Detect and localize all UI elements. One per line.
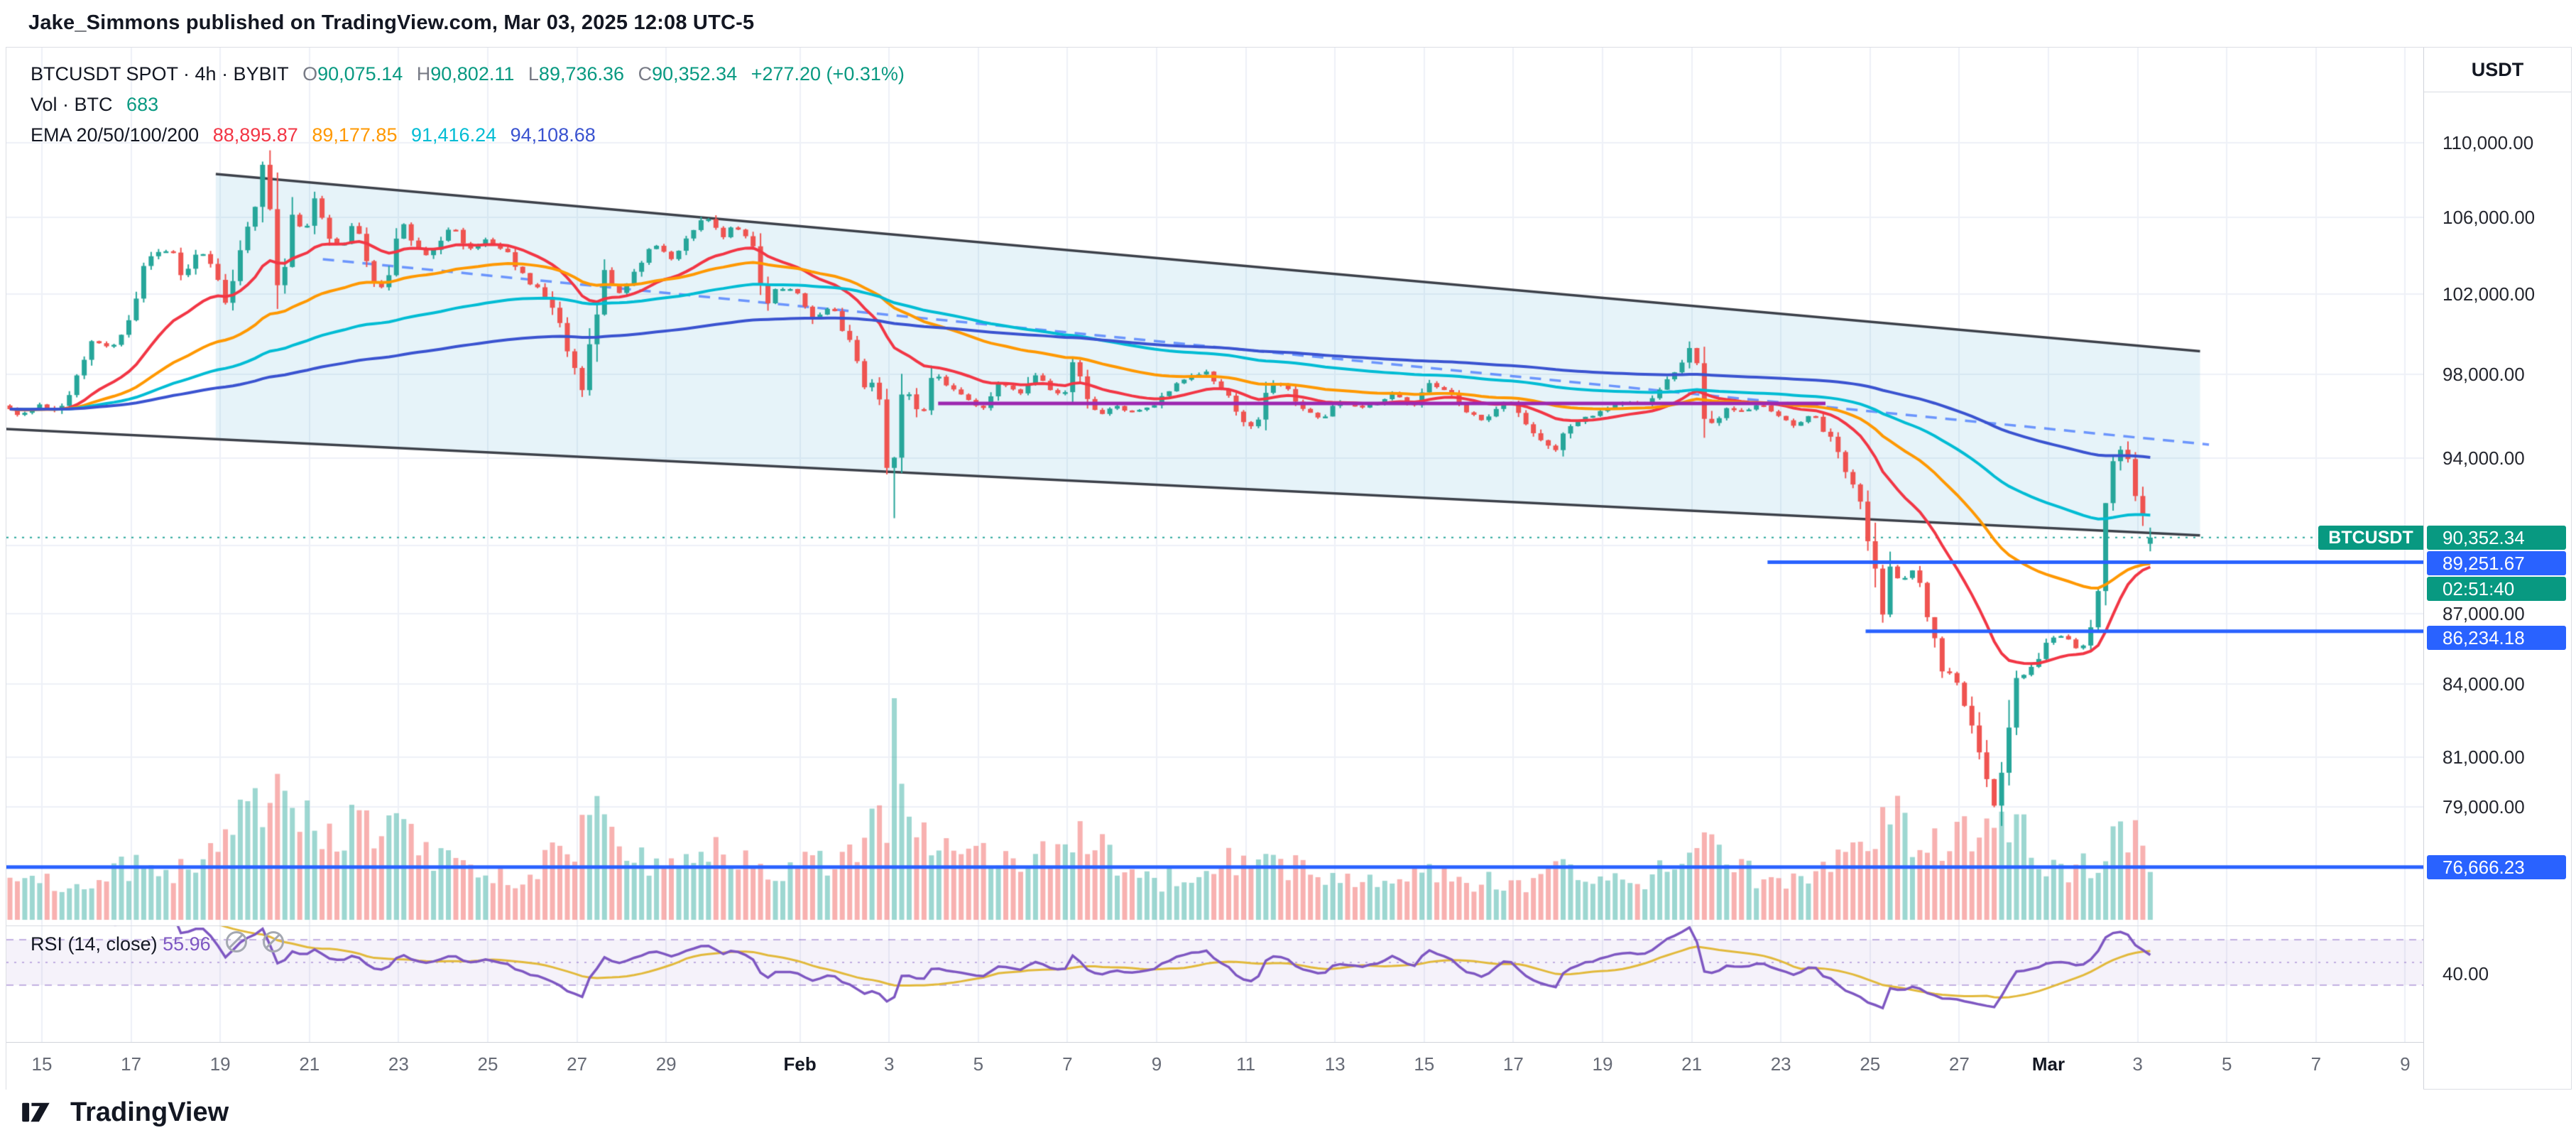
time-axis-label: 5 <box>973 1053 984 1075</box>
bar-countdown-badge[interactable]: 02:51:40 <box>2427 576 2566 601</box>
time-axis-label: 23 <box>1770 1053 1791 1075</box>
time-axis-label: Feb <box>783 1053 817 1075</box>
time-axis-label: 7 <box>1062 1053 1073 1075</box>
footer-attribution: TradingView <box>21 1097 229 1128</box>
price-axis-label: 79,000.00 <box>2443 796 2525 818</box>
price-axis-label: 87,000.00 <box>2443 602 2525 624</box>
price-axis-label: 98,000.00 <box>2443 364 2525 386</box>
price-scale[interactable]: USDT 110,000.00 106,000.00 102,000.00 98,00… <box>2423 48 2571 1089</box>
ema100-value: 91,416.24 <box>410 124 497 146</box>
time-axis-label: 9 <box>1151 1053 1162 1075</box>
high-value: 90,802.11 <box>430 63 515 85</box>
ema-title: EMA 20/50/100/200 <box>31 124 200 146</box>
level-price-badge[interactable]: 76,666.23 <box>2427 854 2566 879</box>
open-value: 90,075.14 <box>317 63 403 85</box>
time-axis-label: 21 <box>299 1053 320 1075</box>
time-axis-label: 27 <box>567 1053 588 1075</box>
time-axis-label: Mar <box>2031 1053 2065 1075</box>
ema50-value: 89,177.85 <box>312 124 398 146</box>
price-axis-label: 94,000.00 <box>2443 447 2525 469</box>
high-label: H <box>416 63 431 85</box>
time-axis-label: 17 <box>121 1053 142 1075</box>
rsi-value: 55.96 <box>163 933 211 955</box>
time-axis-label: 11 <box>1236 1053 1256 1075</box>
volume-value: 683 <box>126 94 159 115</box>
time-axis-label: 13 <box>1324 1053 1346 1075</box>
time-axis-label: 5 <box>2221 1053 2232 1075</box>
time-axis-label: 3 <box>2132 1053 2143 1075</box>
rsi-params: (14, close) <box>67 933 158 955</box>
time-axis-label: 19 <box>1592 1053 1613 1075</box>
time-axis-label: 27 <box>1948 1053 1970 1075</box>
time-axis-label: 17 <box>1502 1053 1524 1075</box>
close-value: 90,352.34 <box>652 63 738 85</box>
last-price-badge[interactable]: 90,352.34 <box>2427 525 2566 550</box>
low-value: 89,736.36 <box>538 63 625 85</box>
publish-attribution: Jake_Simmons published on TradingView.co… <box>28 11 754 35</box>
time-axis-label: 9 <box>2400 1053 2411 1075</box>
time-axis-label: 29 <box>655 1053 677 1075</box>
tradingview-wordmark[interactable]: TradingView <box>70 1097 229 1127</box>
last-price-symbol-tag: BTCUSDT <box>2318 525 2423 550</box>
time-axis-label: 23 <box>388 1053 409 1075</box>
time-axis-label: 25 <box>477 1053 498 1075</box>
price-axis-label: 81,000.00 <box>2443 746 2525 768</box>
ema20-value: 88,895.87 <box>212 124 298 146</box>
time-axis-label: 25 <box>1860 1053 1881 1075</box>
time-axis-label: 15 <box>31 1053 53 1075</box>
change-value: +277.20 (+0.31%) <box>751 63 905 85</box>
price-axis-label: 106,000.00 <box>2443 206 2536 228</box>
open-label: O <box>302 63 318 85</box>
price-chart-canvas[interactable] <box>6 48 2423 1042</box>
time-axis-label: 7 <box>2310 1053 2322 1075</box>
time-axis-label: 21 <box>1681 1053 1703 1075</box>
price-axis-label: 110,000.00 <box>2443 132 2534 154</box>
rsi-axis-label: 40.00 <box>2443 963 2489 984</box>
tradingview-logo-icon[interactable] <box>21 1097 59 1128</box>
level-price-badge[interactable]: 86,234.18 <box>2427 625 2566 650</box>
chart-widget: BTCUSDT SPOT · 4h · BYBIT O90,075.14 H90… <box>6 47 2572 1090</box>
rsi-more-icon[interactable] <box>262 931 284 952</box>
ema200-value: 94,108.68 <box>510 124 596 146</box>
level-price-badge[interactable]: 89,251.67 <box>2427 550 2566 575</box>
rsi-settings-icon[interactable] <box>226 931 248 952</box>
ema-legend-row: EMA 20/50/100/200 88,895.87 89,177.85 91… <box>31 120 905 151</box>
symbol-legend-row: BTCUSDT SPOT · 4h · BYBIT O90,075.14 H90… <box>31 59 905 89</box>
low-label: L <box>528 63 539 85</box>
pane-separator[interactable] <box>6 925 2571 926</box>
time-axis-label: 3 <box>883 1053 895 1075</box>
symbol-title: BTCUSDT SPOT · 4h · BYBIT <box>31 63 289 85</box>
chart-legend: BTCUSDT SPOT · 4h · BYBIT O90,075.14 H90… <box>31 59 905 151</box>
volume-legend-row: Vol · BTC 683 <box>31 89 905 120</box>
publish-attribution-text: Jake_Simmons published on TradingView.co… <box>28 11 755 34</box>
price-axis-label: 84,000.00 <box>2443 673 2525 695</box>
rsi-legend-row: RSI (14, close) 55.96 <box>31 930 284 958</box>
close-label: C <box>638 63 653 85</box>
time-axis-label: 15 <box>1414 1053 1435 1075</box>
volume-title: Vol · BTC <box>31 94 113 115</box>
price-scale-currency: USDT <box>2424 48 2571 92</box>
rsi-title: RSI <box>31 933 63 955</box>
time-axis[interactable]: 15 17 19 21 23 25 27 29 Feb 3 5 7 9 11 13 15 17 19 21 23 25 2… <box>6 1042 2423 1090</box>
time-axis-label: 19 <box>209 1053 231 1075</box>
price-axis-label: 102,000.00 <box>2443 283 2536 305</box>
